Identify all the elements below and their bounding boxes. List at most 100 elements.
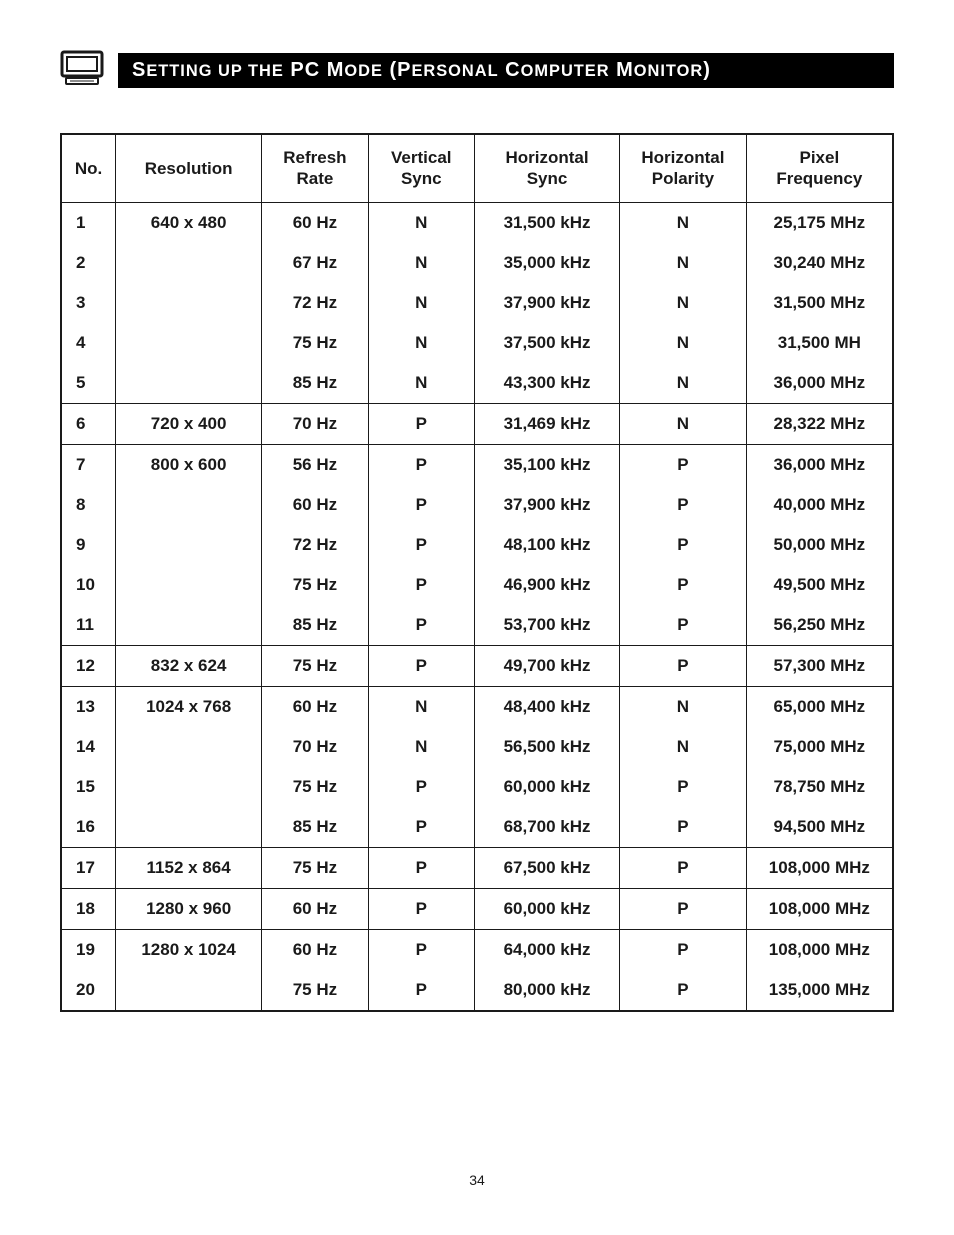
monitor-icon — [60, 50, 104, 91]
page-root: SETTING UP THE PC MODE (PERSONAL COMPUTE… — [0, 0, 954, 1235]
cell-hpol: N — [620, 686, 747, 727]
table-row: 372 HzN37,900 kHzN31,500 MHz — [61, 283, 893, 323]
cell-hsync: 35,000 kHz — [474, 243, 619, 283]
table-row: 1185 HzP53,700 kHzP56,250 MHz — [61, 605, 893, 646]
table-row: 12832 x 62475 HzP49,700 kHzP57,300 MHz — [61, 645, 893, 686]
cell-no: 13 — [61, 686, 116, 727]
cell-pixfreq: 31,500 MHz — [746, 283, 893, 323]
table-header: No.ResolutionRefreshRateVerticalSyncHori… — [61, 134, 893, 202]
cell-resolution — [116, 525, 262, 565]
table-row: 6720 x 40070 HzP31,469 kHzN28,322 MHz — [61, 403, 893, 444]
page-number: 34 — [60, 1172, 894, 1188]
col-vsync: VerticalSync — [368, 134, 474, 202]
cell-vsync: N — [368, 727, 474, 767]
cell-hpol: P — [620, 767, 747, 807]
cell-resolution: 1024 x 768 — [116, 686, 262, 727]
cell-pixfreq: 31,500 MH — [746, 323, 893, 363]
cell-no: 2 — [61, 243, 116, 283]
cell-vsync: P — [368, 970, 474, 1011]
cell-resolution: 1280 x 1024 — [116, 929, 262, 970]
cell-hsync: 60,000 kHz — [474, 767, 619, 807]
cell-hsync: 48,400 kHz — [474, 686, 619, 727]
cell-resolution — [116, 605, 262, 646]
modes-table: No.ResolutionRefreshRateVerticalSyncHori… — [60, 133, 894, 1012]
table-row: 181280 x 96060 HzP60,000 kHzP108,000 MHz — [61, 888, 893, 929]
cell-no: 5 — [61, 363, 116, 404]
cell-refresh: 60 Hz — [262, 888, 369, 929]
cell-vsync: P — [368, 929, 474, 970]
cell-pixfreq: 108,000 MHz — [746, 888, 893, 929]
cell-vsync: N — [368, 283, 474, 323]
cell-hsync: 48,100 kHz — [474, 525, 619, 565]
cell-hsync: 68,700 kHz — [474, 807, 619, 848]
cell-refresh: 70 Hz — [262, 403, 369, 444]
cell-no: 8 — [61, 485, 116, 525]
col-hsync: HorizontalSync — [474, 134, 619, 202]
cell-pixfreq: 94,500 MHz — [746, 807, 893, 848]
cell-vsync: P — [368, 444, 474, 485]
cell-refresh: 75 Hz — [262, 847, 369, 888]
cell-resolution — [116, 565, 262, 605]
cell-pixfreq: 65,000 MHz — [746, 686, 893, 727]
cell-pixfreq: 30,240 MHz — [746, 243, 893, 283]
cell-no: 14 — [61, 727, 116, 767]
cell-no: 10 — [61, 565, 116, 605]
cell-pixfreq: 57,300 MHz — [746, 645, 893, 686]
cell-pixfreq: 75,000 MHz — [746, 727, 893, 767]
cell-hsync: 67,500 kHz — [474, 847, 619, 888]
cell-pixfreq: 50,000 MHz — [746, 525, 893, 565]
table-row: 860 HzP37,900 kHzP40,000 MHz — [61, 485, 893, 525]
cell-hpol: N — [620, 403, 747, 444]
table-row: 171152 x 86475 HzP67,500 kHzP108,000 MHz — [61, 847, 893, 888]
cell-vsync: P — [368, 807, 474, 848]
table-row: 7800 x 60056 HzP35,100 kHzP36,000 MHz — [61, 444, 893, 485]
cell-hsync: 37,900 kHz — [474, 485, 619, 525]
cell-hpol: N — [620, 243, 747, 283]
table-row: 1640 x 48060 HzN31,500 kHzN25,175 MHz — [61, 202, 893, 243]
cell-resolution: 640 x 480 — [116, 202, 262, 243]
cell-no: 16 — [61, 807, 116, 848]
cell-hsync: 49,700 kHz — [474, 645, 619, 686]
table-row: 475 HzN37,500 kHzN31,500 MH — [61, 323, 893, 363]
cell-hpol: N — [620, 363, 747, 404]
cell-hsync: 31,500 kHz — [474, 202, 619, 243]
cell-resolution: 800 x 600 — [116, 444, 262, 485]
table-row: 585 HzN43,300 kHzN36,000 MHz — [61, 363, 893, 404]
cell-no: 12 — [61, 645, 116, 686]
col-resolution: Resolution — [116, 134, 262, 202]
cell-vsync: N — [368, 243, 474, 283]
cell-vsync: P — [368, 847, 474, 888]
cell-no: 3 — [61, 283, 116, 323]
cell-no: 6 — [61, 403, 116, 444]
cell-resolution — [116, 363, 262, 404]
cell-resolution — [116, 485, 262, 525]
col-refresh: RefreshRate — [262, 134, 369, 202]
cell-resolution — [116, 807, 262, 848]
cell-refresh: 72 Hz — [262, 283, 369, 323]
cell-pixfreq: 28,322 MHz — [746, 403, 893, 444]
cell-vsync: P — [368, 888, 474, 929]
cell-pixfreq: 25,175 MHz — [746, 202, 893, 243]
cell-no: 20 — [61, 970, 116, 1011]
cell-hpol: N — [620, 283, 747, 323]
cell-resolution — [116, 767, 262, 807]
cell-refresh: 75 Hz — [262, 645, 369, 686]
cell-refresh: 60 Hz — [262, 929, 369, 970]
cell-pixfreq: 56,250 MHz — [746, 605, 893, 646]
cell-pixfreq: 49,500 MHz — [746, 565, 893, 605]
cell-hpol: N — [620, 202, 747, 243]
cell-refresh: 75 Hz — [262, 767, 369, 807]
cell-refresh: 75 Hz — [262, 970, 369, 1011]
cell-hsync: 37,500 kHz — [474, 323, 619, 363]
cell-refresh: 85 Hz — [262, 363, 369, 404]
cell-pixfreq: 40,000 MHz — [746, 485, 893, 525]
cell-refresh: 75 Hz — [262, 323, 369, 363]
table-row: 267 HzN35,000 kHzN30,240 MHz — [61, 243, 893, 283]
cell-hpol: P — [620, 807, 747, 848]
cell-hpol: P — [620, 847, 747, 888]
table-body: 1640 x 48060 HzN31,500 kHzN25,175 MHz267… — [61, 202, 893, 1011]
cell-vsync: N — [368, 202, 474, 243]
cell-vsync: N — [368, 686, 474, 727]
cell-hsync: 31,469 kHz — [474, 403, 619, 444]
cell-hpol: P — [620, 525, 747, 565]
